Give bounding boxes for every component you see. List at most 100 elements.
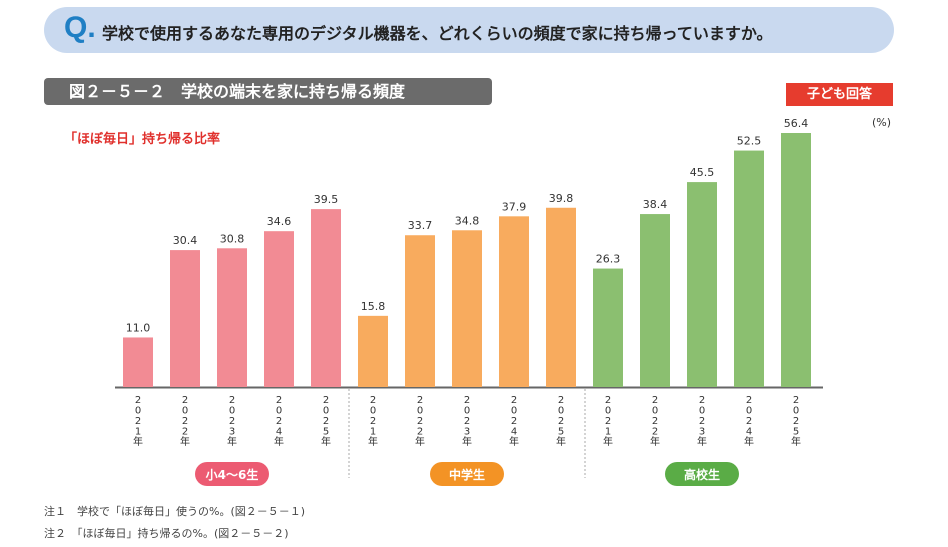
tick-label-char: 0 [182,406,188,417]
bar [734,150,764,387]
chart-subtitle: 「ほぼ毎日」持ち帰る比率 [64,132,221,147]
tick-label-char: 2 [652,427,658,438]
data-label: 33.7 [408,219,433,232]
bar [217,248,247,387]
tick-label-char: 2 [699,395,705,406]
tick-label-char: 0 [699,406,705,417]
group-pill [665,462,739,486]
tick-label-char: 0 [652,406,658,417]
bar [358,315,388,387]
bar [311,209,341,387]
figure-title: 図２－５－２ 学校の端末を家に持ち帰る頻度 [44,78,492,105]
tick-label-char: 2 [605,395,611,406]
question-text: 学校で使用するあなた専用のデジタル機器を、どれくらいの頻度で家に持ち帰っています… [102,24,773,43]
bar [499,216,529,387]
data-label: 39.5 [314,193,339,206]
tick-label-char: 2 [417,395,423,406]
data-label: 45.5 [690,166,715,179]
bar [264,231,294,387]
tick-label-char: 2 [605,416,611,427]
bar [123,337,153,387]
tick-label-char: 2 [652,416,658,427]
tick-label-char: 2 [746,395,752,406]
tick-label-char: 0 [417,406,423,417]
tick-label-char: 2 [229,416,235,427]
question-mark: Q. [64,11,96,44]
tick-label-char: 年 [227,435,237,448]
tick-label-char: 4 [746,427,752,438]
tick-label-char: 2 [135,395,141,406]
unit-label: (%) [872,116,892,129]
data-label: 11.0 [126,321,151,334]
group-label: 中学生 [449,467,485,482]
tick-label-char: 2 [323,395,329,406]
bar [687,182,717,387]
tick-label-char: 2 [652,395,658,406]
question-banner: Q. 学校で使用するあなた専用のデジタル機器を、どれくらいの頻度で家に持ち帰って… [44,7,894,53]
data-label: 30.4 [173,234,198,247]
tick-label-char: 0 [229,406,235,417]
tick-label-char: 5 [558,427,564,438]
tick-label-char: 2 [558,416,564,427]
bar [593,268,623,387]
tick-label-char: 2 [370,395,376,406]
data-label: 34.8 [455,214,480,227]
tick-label-char: 2 [182,427,188,438]
data-label: 15.8 [361,300,386,313]
tick-label-char: 年 [556,435,566,448]
group-label: 小4～6生 [206,467,259,482]
tick-label-char: 2 [511,395,517,406]
bar [452,230,482,387]
tick-label-char: 年 [603,435,613,448]
tick-label-char: 年 [744,435,754,448]
bar [781,133,811,387]
data-label: 37.9 [502,200,527,213]
data-label: 30.8 [220,232,245,245]
bar [405,235,435,387]
tick-label-char: 4 [511,427,517,438]
tick-label-char: 2 [558,395,564,406]
tick-label-char: 2 [464,395,470,406]
data-label: 56.4 [784,117,809,130]
tick-label-char: 年 [509,435,519,448]
tick-label-char: 0 [605,406,611,417]
tick-label-char: 0 [793,406,799,417]
tick-label-char: 0 [464,406,470,417]
data-label: 52.5 [737,135,762,148]
tick-label-char: 0 [746,406,752,417]
tick-label-char: 5 [793,427,799,438]
tick-label-char: 年 [321,435,331,448]
tick-label-char: 5 [323,427,329,438]
tick-label-char: 年 [650,435,660,448]
tick-label-char: 年 [368,435,378,448]
tick-label-char: 2 [793,395,799,406]
tick-label-char: 2 [417,427,423,438]
bar [170,250,200,387]
group-pill [430,462,504,486]
tick-label-char: 3 [229,427,235,438]
tick-label-char: 3 [699,427,705,438]
tick-label-char: 2 [135,416,141,427]
group-pill [195,462,269,486]
bar [546,207,576,387]
tick-label-char: 1 [605,427,611,438]
tick-label-char: 2 [182,395,188,406]
tick-label-char: 年 [697,435,707,448]
note-2: 注２ 「ほぼ毎日」持ち帰るの%。(図２－５－２) [44,527,289,540]
tick-label-char: 0 [511,406,517,417]
tick-label-char: 1 [135,427,141,438]
tick-label-char: 0 [135,406,141,417]
tick-label-char: 年 [180,435,190,448]
tick-label-char: 年 [274,435,284,448]
tick-label-char: 2 [229,395,235,406]
tick-label-char: 2 [464,416,470,427]
tick-label-char: 2 [276,395,282,406]
tick-label-char: 年 [415,435,425,448]
tick-label-char: 4 [276,427,282,438]
tick-label-char: 2 [793,416,799,427]
tick-label-char: 2 [276,416,282,427]
tick-label-char: 年 [791,435,801,448]
tick-label-char: 2 [511,416,517,427]
tick-label-char: 2 [417,416,423,427]
